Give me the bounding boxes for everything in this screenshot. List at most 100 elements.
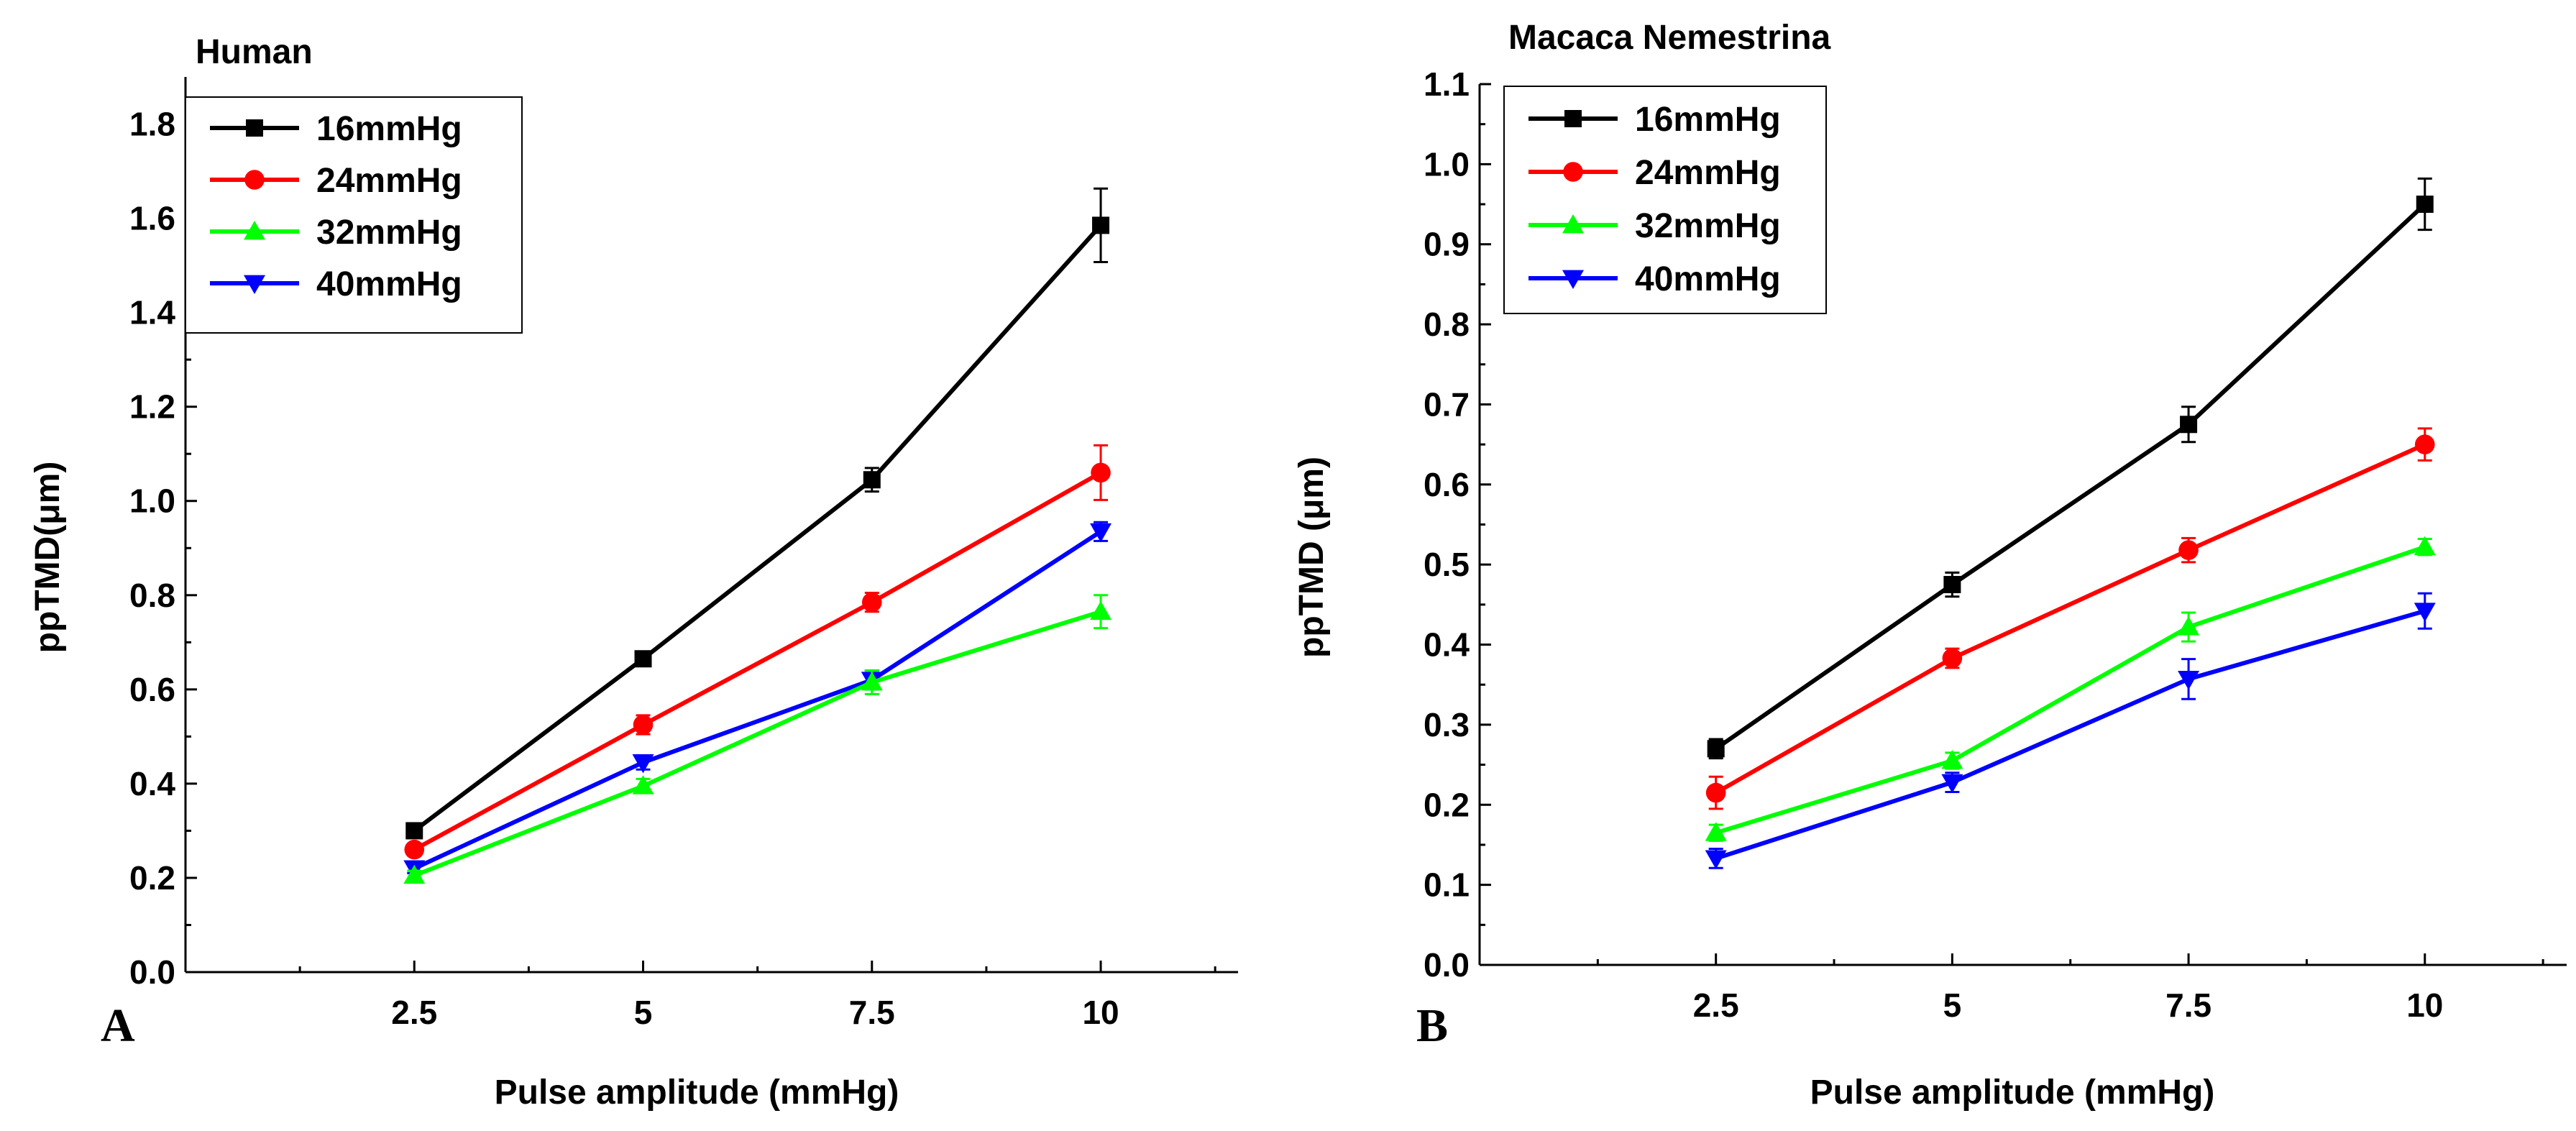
panel-b-y-tick-label: 0.4 [1424,626,1470,664]
panel-b-y-tick-label: 1.1 [1424,65,1470,103]
panel-a-legend-swatch-marker [244,170,265,190]
panel-a-letter: A [101,999,135,1052]
panel-a-legend-label: 24mmHg [316,162,462,200]
panel-a-x-axis-title: Pulse amplitude (mmHg) [495,1073,899,1112]
panel-a-legend-swatch-marker [246,119,263,137]
panel-a-data-point [1091,462,1111,483]
panel-b-y-tick-label: 0.6 [1424,466,1470,503]
panel-b-data-point [2178,540,2199,560]
panel-a-series-40mmHg [403,521,1112,879]
panel-b-series-32mmHg [1705,536,2436,842]
panel-a-series-line [413,609,1101,878]
panel-b-letter: B [1416,999,1448,1052]
panel-a-legend-label: 40mmHg [316,265,462,303]
panel-a-series-24mmHg [404,444,1111,860]
panel-b-series-line [1714,202,2426,751]
panel-a-data-point [405,822,423,840]
panel-b-legend-swatch-marker [1563,162,1583,182]
panel-a-legend-swatch-marker [244,221,265,240]
panel-b-series-line [1715,544,2426,835]
panel-a-data-point [861,592,882,613]
panel-b-data-point [1941,750,1963,769]
panel-a-data-point [404,839,425,860]
panel-b-data-point [2414,536,2436,556]
panel-a-data-point [403,864,426,884]
panel-a-series-line [413,224,1103,833]
panel-b-y-tick-label: 0.0 [1424,946,1470,984]
panel-a-x-tick-label: 7.5 [849,994,895,1031]
panel-b-data-point [2178,616,2200,636]
panel-a-data-point [633,715,654,735]
panel-b-x-tick-label: 2.5 [1693,986,1739,1024]
panel-b: Macaca Nemestrina B Pulse amplitude (mmH… [1293,19,2567,1112]
panel-a-data-point [863,471,881,489]
panel-a-y-tick-label: 1.8 [129,106,175,143]
panel-b-legend-swatch-marker [1564,110,1582,127]
panel-b-y-tick-label: 1.0 [1424,145,1470,183]
panel-b-data-point [1705,822,1727,841]
panel-a-series-16mmHg [405,187,1110,840]
panel-b-y-tick-label: 0.3 [1424,706,1470,743]
panel-a-data-point [632,775,654,795]
panel-a-y-tick-label: 0.8 [129,577,175,614]
panel-a: Human A Pulse amplitude (mmHg) ppTMD(μm)… [29,33,1238,1112]
panel-a-data-point [632,754,654,774]
panel-a-legend-swatch-marker [244,275,265,294]
panel-b-y-tick-label: 0.8 [1424,306,1470,343]
panel-a-y-tick-label: 0.0 [129,953,175,991]
panel-b-x-tick-label: 7.5 [2165,986,2211,1024]
panel-b-data-point [1705,782,1726,803]
panel-b-legend-label: 32mmHg [1635,207,1781,245]
panel-a-series-line [413,470,1102,852]
panel-b-legend-box [1503,86,1827,314]
panel-a-y-tick-label: 0.4 [129,765,175,802]
panel-a-x-tick-label: 5 [634,994,653,1031]
panel-b-legend-swatch-marker [1562,270,1584,289]
panel-a-y-tick-label: 0.2 [129,859,175,897]
panel-a-data-point [861,672,883,691]
panel-b-data-point [1941,774,1963,794]
panel-a-data-point [1090,523,1112,543]
panel-a-data-point [1090,600,1112,621]
panel-a-series-line [413,529,1102,871]
panel-b-legend-swatch-marker [1562,214,1584,234]
panel-b-legend: 16mmHg 24mmHg 32mmHg 40mmHg [1503,86,1827,314]
panel-b-series-line [1715,608,2426,861]
panel-a-y-tick-label: 1.4 [129,294,175,331]
panel-a-legend: 16mmHg 24mmHg 32mmHg 40mmHg [185,96,523,334]
panel-b-x-tick-label: 10 [2406,986,2443,1024]
panel-b-y-tick-label: 0.2 [1424,786,1470,823]
panel-b-data-point [2414,603,2436,622]
panel-a-x-tick-label: 2.5 [391,994,437,1031]
panel-b-y-tick-label: 0.5 [1424,546,1470,583]
panel-a-y-axis-title: ppTMD(μm) [29,462,67,654]
panel-b-title: Macaca Nemestrina [1508,19,1831,57]
panel-a-x-tick-label: 10 [1082,994,1119,1031]
panel-b-legend-label: 40mmHg [1635,260,1781,298]
panel-b-y-tick-label: 0.9 [1424,226,1470,263]
panel-b-series-line [1715,442,2426,795]
panel-b-x-tick-label: 5 [1943,986,1962,1024]
panel-a-title: Human [196,33,313,71]
panel-b-y-tick-label: 0.1 [1424,866,1470,904]
panel-b-series-24mmHg [1705,427,2435,810]
panel-a-legend-box [185,96,523,334]
panel-b-data-point [1707,740,1725,758]
panel-b-data-point [1943,576,1961,594]
panel-a-data-point [634,650,652,668]
panel-b-legend-label: 16mmHg [1635,101,1781,139]
panel-a-y-tick-label: 1.0 [129,482,175,520]
panel-b-y-tick-label: 0.7 [1424,385,1470,423]
panel-a-y-tick-label: 1.2 [129,388,175,426]
panel-b-data-point [2414,434,2435,454]
panel-b-y-axis-title: ppTMD (μm) [1293,457,1331,658]
panel-b-series-40mmHg [1705,592,2436,869]
panel-b-data-point [1705,850,1727,869]
panel-a-series-32mmHg [403,594,1112,884]
panel-a-data-point [1092,216,1110,234]
panel-b-data-point [2180,416,2198,434]
panel-b-data-point [2178,671,2200,690]
panel-b-series-16mmHg [1707,177,2434,760]
panel-a-legend-label: 16mmHg [316,110,462,148]
